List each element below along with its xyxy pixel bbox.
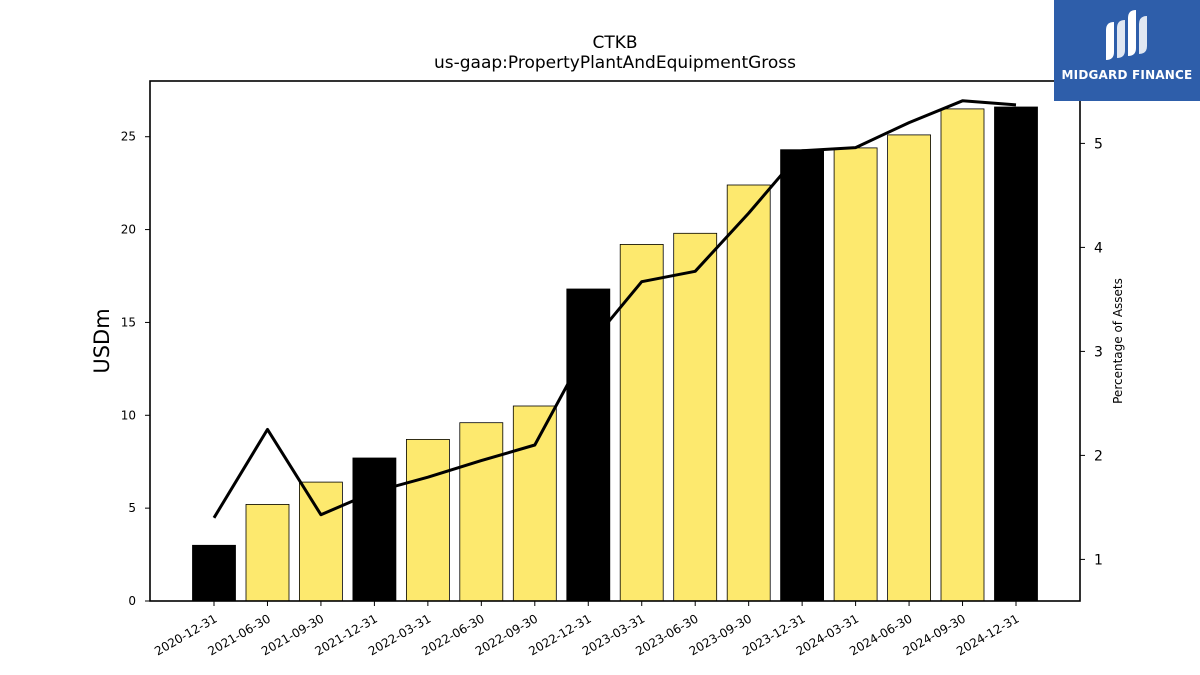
bar	[566, 288, 611, 602]
bar	[459, 422, 504, 602]
bar	[192, 544, 236, 602]
y2-tick-label: 5	[1094, 136, 1103, 152]
bar	[673, 232, 718, 602]
bar	[887, 134, 931, 602]
bar	[405, 438, 450, 602]
x-axis: 2020-12-312021-06-302021-09-302021-12-31…	[152, 601, 1022, 658]
y-tick-label: 10	[121, 408, 136, 422]
y2-tick-label: 3	[1094, 344, 1103, 360]
y-axis-label-right: Percentage of Assets	[1111, 278, 1125, 404]
bar	[245, 503, 290, 602]
y-tick-label: 15	[121, 315, 136, 329]
percentage-line	[212, 99, 1017, 519]
y2-tick-label: 4	[1094, 240, 1103, 256]
y-tick-label: 5	[128, 501, 136, 515]
y-axis-left: 0 5 10 15 20 25	[121, 130, 150, 608]
brand-logo: MIDGARD FINANCE	[1054, 0, 1200, 101]
bar	[994, 106, 1038, 602]
y2-tick-label: 2	[1094, 448, 1103, 464]
y-tick-label: 0	[128, 594, 136, 608]
y-axis-label-left: USDm	[90, 308, 114, 373]
chart-title: CTKB	[592, 33, 637, 53]
bar	[512, 405, 557, 602]
logo-text: MIDGARD FINANCE	[1061, 68, 1193, 82]
y-axis-right: 1 2 3 4 5	[1080, 136, 1103, 568]
y2-tick-label: 1	[1094, 552, 1103, 568]
y-tick-label: 20	[121, 223, 136, 237]
bar	[352, 457, 397, 602]
bar	[940, 108, 985, 602]
bar	[298, 481, 343, 602]
bar	[780, 149, 824, 602]
midgard-logo-icon	[1106, 10, 1147, 60]
bar	[619, 243, 664, 602]
bar-series	[192, 106, 1038, 602]
plot-frame	[149, 80, 1081, 602]
y-tick-label: 25	[121, 130, 136, 144]
chart-subtitle: us-gaap:PropertyPlantAndEquipmentGross	[434, 53, 796, 73]
bar	[833, 147, 878, 602]
bar	[726, 184, 771, 602]
